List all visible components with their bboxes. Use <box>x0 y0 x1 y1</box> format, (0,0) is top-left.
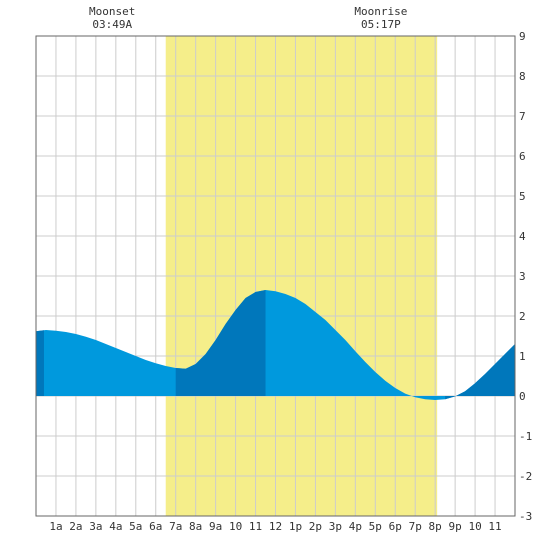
x-tick-label: 4a <box>109 520 122 533</box>
x-tick-label: 3a <box>89 520 102 533</box>
tide-area <box>36 290 515 400</box>
x-tick-label: 6p <box>389 520 402 533</box>
x-tick-label: 4p <box>349 520 362 533</box>
x-tick-label: 9a <box>209 520 222 533</box>
x-tick-label: 8p <box>429 520 442 533</box>
y-tick-label: -2 <box>519 470 532 483</box>
x-tick-label: 1p <box>289 520 302 533</box>
x-tick-label: 7p <box>409 520 422 533</box>
y-tick-label: 9 <box>519 30 526 43</box>
x-tick-label: 7a <box>169 520 182 533</box>
plot-border <box>35 35 516 517</box>
x-tick-label: 6a <box>149 520 162 533</box>
x-tick-label: 1a <box>49 520 62 533</box>
x-tick-label: 9p <box>449 520 462 533</box>
y-tick-label: -1 <box>519 430 532 443</box>
y-tick-label: 6 <box>519 150 526 163</box>
y-tick-label: 5 <box>519 190 526 203</box>
x-tick-label: 12 <box>269 520 282 533</box>
x-tick-label: 8a <box>189 520 202 533</box>
x-tick-label: 3p <box>329 520 342 533</box>
y-tick-labels: -3 -2 -1 0 1 2 3 4 5 6 7 8 9 <box>519 30 532 523</box>
x-tick-label: 2a <box>69 520 82 533</box>
x-tick-labels: 1a 2a 3a 4a 5a 6a 7a 8a 9a 10 11 12 1p 2p 3p 4p 5p 6p 7p 8p… <box>49 520 501 533</box>
y-tick-label: -3 <box>519 510 532 523</box>
y-tick-label: 2 <box>519 310 526 323</box>
moon-event-label: Moonrise <box>354 5 407 18</box>
x-tick-label: 11 <box>488 520 501 533</box>
x-tick-label: 11 <box>249 520 262 533</box>
x-tick-label: 2p <box>309 520 322 533</box>
y-tick-label: 7 <box>519 110 526 123</box>
moon-event-time: 03:49A <box>92 18 132 31</box>
y-tick-label: 8 <box>519 70 526 83</box>
tide-area-dark-band <box>36 290 44 400</box>
x-tick-label: 5a <box>129 520 142 533</box>
x-tick-label: 5p <box>369 520 382 533</box>
y-tick-label: 0 <box>519 390 526 403</box>
moon-event-time: 05:17P <box>361 18 401 31</box>
moon-event-label: Moonset <box>89 5 135 18</box>
y-tick-label: 3 <box>519 270 526 283</box>
grid-layer <box>36 36 515 516</box>
y-tick-label: 4 <box>519 230 526 243</box>
x-tick-label: 10 <box>468 520 481 533</box>
y-tick-label: 1 <box>519 350 526 363</box>
x-tick-label: 10 <box>229 520 242 533</box>
